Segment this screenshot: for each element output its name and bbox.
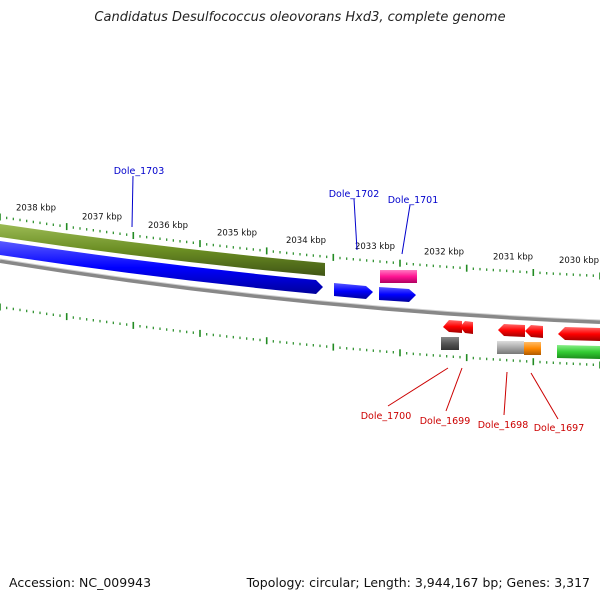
gene-label-dole-1699: Dole_1699	[420, 416, 471, 427]
cds-dole-1699	[460, 321, 473, 334]
gene-label-dole-1701: Dole_1701	[388, 195, 439, 206]
cds-dole-1702	[334, 283, 373, 299]
scale-label: 2038 kbp	[16, 203, 56, 213]
scale-label: 2036 kbp	[148, 221, 188, 231]
accession-text: Accession: NC_009943	[9, 575, 152, 590]
scale-label: 2034 kbp	[286, 236, 326, 246]
gene-label-dole-1698: Dole_1698	[478, 420, 529, 431]
cds-dole-1701	[379, 287, 416, 302]
cog-band-next	[557, 345, 600, 359]
scale-label: 2037 kbp	[82, 212, 122, 222]
scale-label: 2030 kbp	[559, 256, 599, 266]
cds-dole-1697	[525, 325, 543, 338]
gene-label-dole-1700: Dole_1700	[361, 411, 412, 422]
cog-band-dole-1697	[524, 342, 541, 355]
scale-labels: 2038 kbp 2037 kbp 2036 kbp 2035 kbp 2034 kbp…	[16, 203, 599, 266]
scale-label: 2032 kbp	[424, 248, 464, 258]
cog-band-dole-1700	[441, 337, 459, 350]
outer-tick-arc	[0, 213, 600, 280]
gene-label-dole-1697: Dole_1697	[534, 423, 585, 434]
scale-label: 2035 kbp	[217, 229, 257, 239]
gene-label-dole-1702: Dole_1702	[329, 189, 380, 200]
backbone-highlight	[0, 258, 600, 321]
cds-next-reverse	[558, 327, 600, 341]
gene-leaders	[131, 175, 559, 420]
cog-band-dole-1698	[497, 341, 524, 354]
scale-label: 2033 kbp	[355, 242, 395, 252]
inner-tick-arc	[0, 303, 600, 369]
map-title: Candidatus Desulfococcus oleovorans Hxd3…	[94, 10, 506, 25]
cds-dole-1703	[0, 241, 323, 294]
genome-summary-text: Topology: circular; Length: 3,944,167 bp…	[246, 575, 590, 590]
genome-backbone	[0, 259, 600, 324]
cds-dole-1700	[443, 320, 462, 333]
cds-dole-1698	[498, 324, 525, 337]
cog-band-dole-1701	[380, 270, 417, 283]
gene-label-dole-1703: Dole_1703	[114, 166, 165, 177]
cog-band-dole-1703	[0, 224, 325, 276]
scale-label: 2031 kbp	[493, 252, 533, 262]
